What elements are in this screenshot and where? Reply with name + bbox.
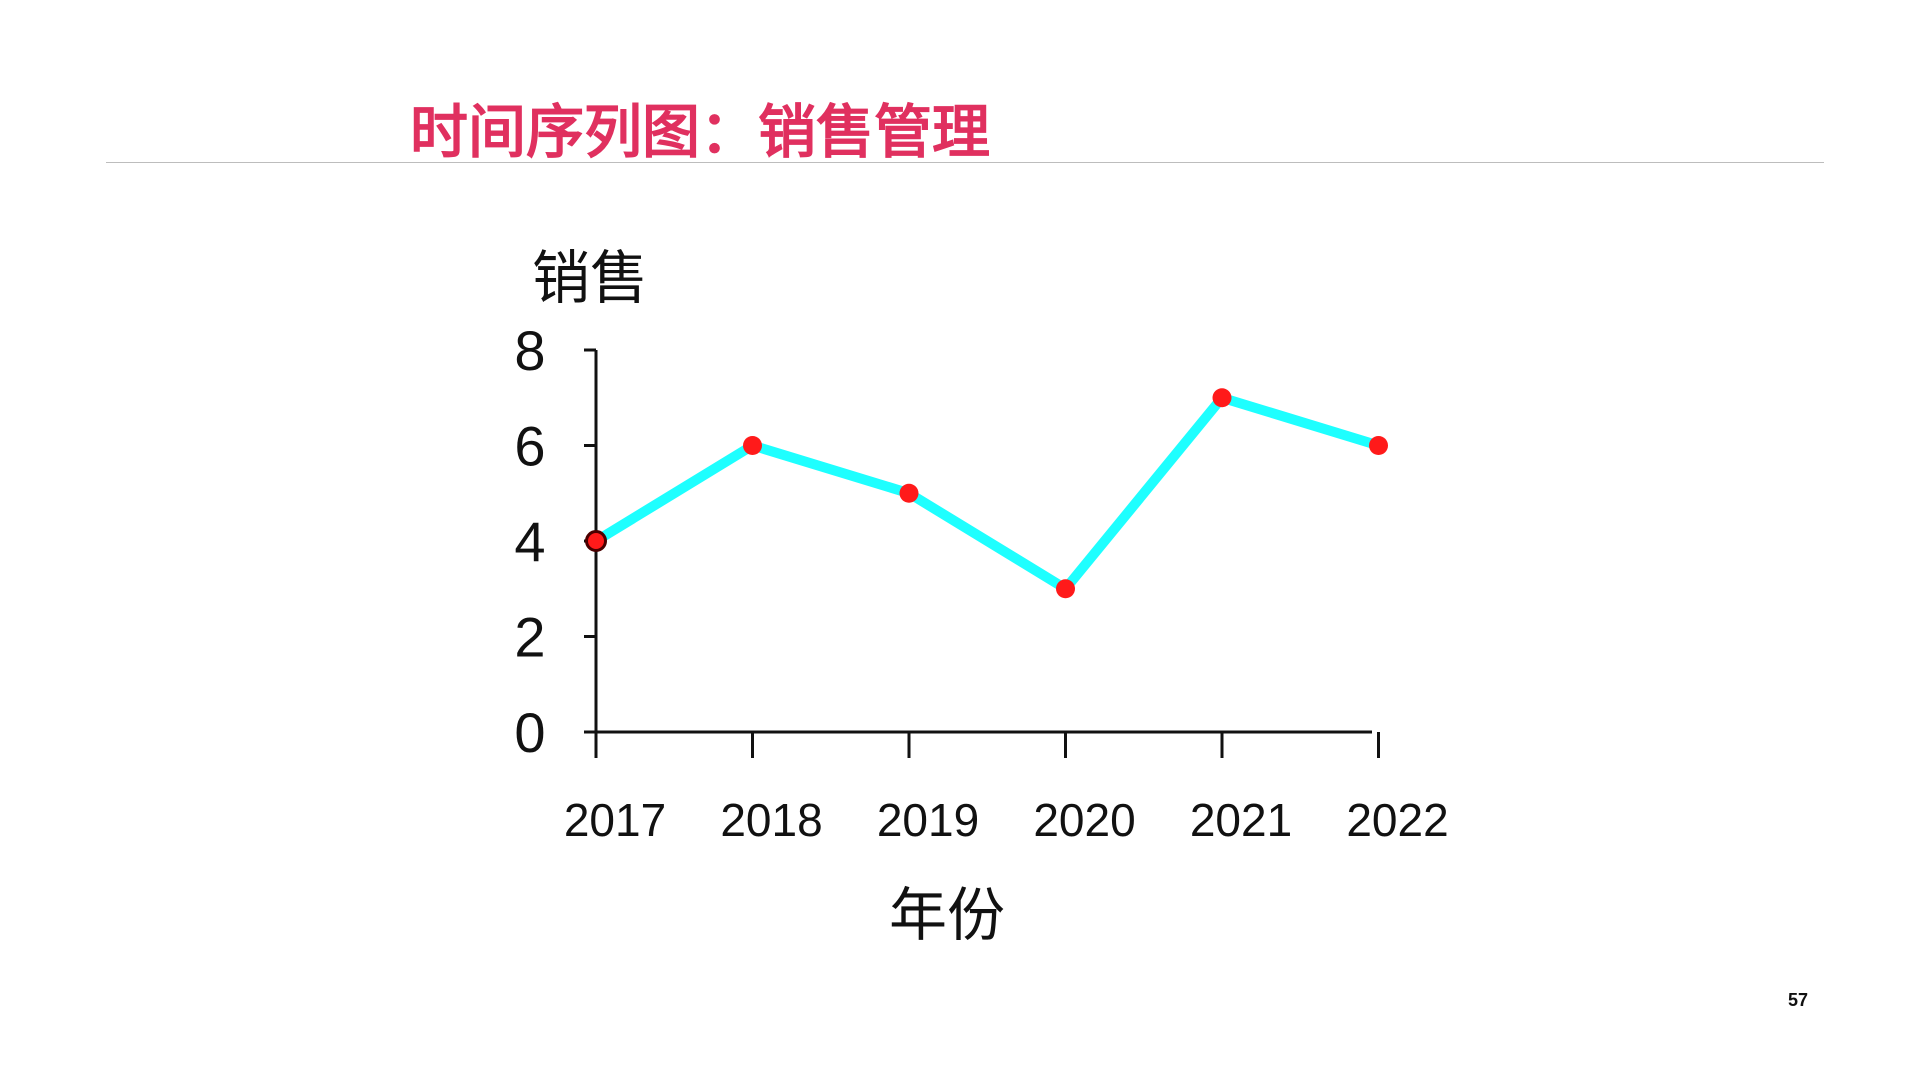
data-point — [1369, 436, 1388, 455]
x-axis-ticks: 2017 2018 2019 2020 2021 2022 — [564, 732, 1449, 846]
y-tick-label: 0 — [514, 701, 545, 764]
y-tick-label: 6 — [514, 415, 545, 478]
y-tick-label: 2 — [514, 606, 545, 669]
y-tick-label: 8 — [514, 319, 545, 382]
x-tick-label: 2018 — [720, 794, 822, 846]
x-tick-label: 2019 — [877, 794, 979, 846]
data-point — [1056, 579, 1075, 599]
x-tick-label: 2017 — [564, 794, 666, 846]
y-tick-label: 4 — [514, 510, 545, 573]
data-point — [585, 530, 607, 552]
y-axis-label: 销售 — [532, 244, 648, 312]
title-divider — [106, 162, 1824, 163]
x-axis-label: 年份 — [889, 881, 1005, 949]
x-tick-label: 2021 — [1190, 794, 1292, 846]
series-line — [591, 392, 1384, 594]
data-point — [899, 483, 919, 503]
y-axis-ticks: 0 2 4 6 8 — [514, 319, 596, 764]
data-point — [743, 436, 762, 455]
x-tick-label: 2020 — [1033, 794, 1135, 846]
data-point — [1212, 388, 1232, 408]
x-tick-label: 2022 — [1346, 794, 1448, 846]
slide-title: 时间序列图：销售管理 — [410, 98, 991, 166]
page-number: 57 — [1787, 990, 1809, 1010]
data-series — [585, 388, 1388, 599]
